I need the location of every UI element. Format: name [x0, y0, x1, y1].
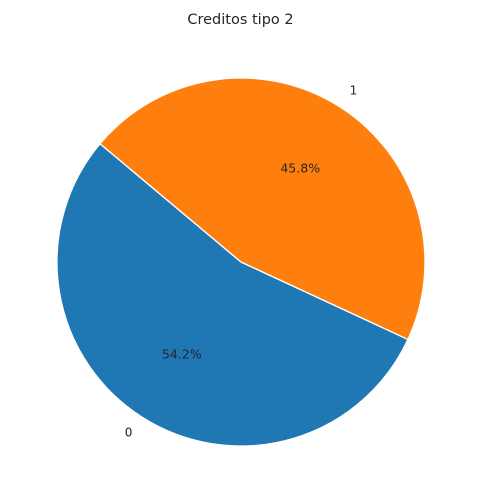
percent-label-1: 45.8%: [280, 160, 320, 175]
category-label-0: 0: [125, 425, 133, 439]
chart-title: Creditos tipo 2: [187, 12, 293, 28]
category-label-1: 1: [350, 84, 358, 98]
pie-slices: [57, 78, 425, 446]
percent-label-0: 54.2%: [162, 347, 202, 362]
